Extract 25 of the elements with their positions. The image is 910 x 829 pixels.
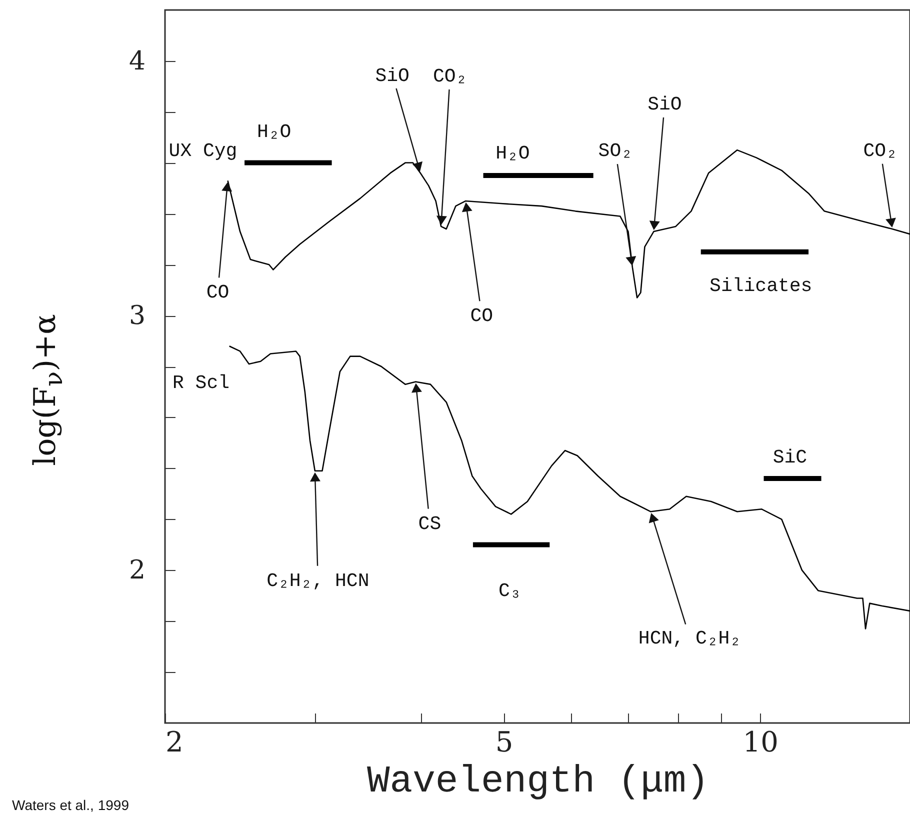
annotation: SO₂: [598, 140, 633, 162]
annotation: HCN, C₂H₂: [638, 628, 742, 650]
series-label: R Scl: [172, 372, 230, 394]
x-tick-label: 2: [166, 726, 184, 758]
y-tick-label: 2: [128, 556, 146, 586]
annotation: H₂O: [256, 120, 292, 143]
annotation: C₃: [498, 580, 522, 602]
annotation: SiO: [375, 64, 410, 87]
series-label: UX Cyg: [168, 140, 238, 162]
annotation: CO: [206, 282, 230, 304]
y-tick-label: 4: [128, 46, 146, 76]
x-axis-title: Wavelength (μm): [366, 760, 710, 804]
annotation: CS: [418, 512, 442, 535]
annotation: CO: [470, 304, 494, 327]
annotation: H₂O: [496, 142, 530, 165]
annotation: SiO: [648, 94, 682, 116]
x-tick-label: 10: [742, 726, 778, 758]
x-tick-label: 5: [495, 726, 514, 758]
y-tick-label: 3: [128, 301, 146, 332]
text: Waters et al., 1999: [12, 797, 129, 813]
annotation: SiC: [772, 446, 808, 469]
annotation: Silicates: [710, 274, 812, 297]
annotation: CO₂: [863, 140, 898, 162]
annotation: CO₂: [432, 65, 468, 88]
annotation: C₂H₂, HCN: [266, 570, 370, 592]
